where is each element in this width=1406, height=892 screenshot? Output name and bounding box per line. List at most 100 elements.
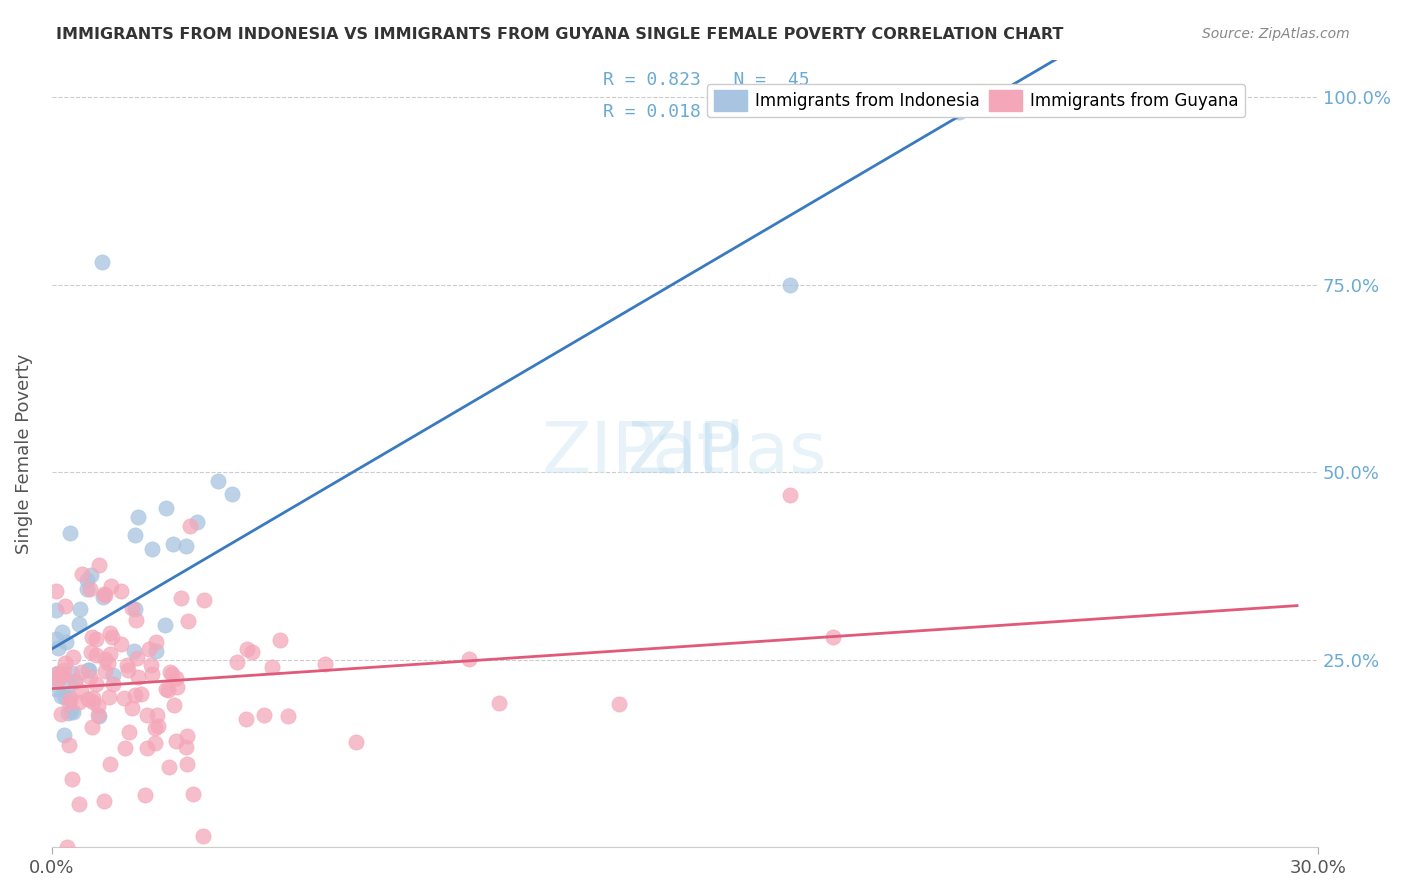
Point [127, 670, 149, 684]
Point [93, 587, 115, 601]
Point [77, 663, 100, 677]
Point [134, 788, 156, 802]
Point [58, 706, 80, 721]
Point [314, 657, 336, 671]
Point [115, 658, 138, 673]
Point [124, 688, 146, 702]
Point [165, 734, 187, 748]
Point [176, 757, 198, 772]
Point [49, 690, 72, 704]
Point [193, 592, 215, 607]
Point [45, 603, 67, 617]
Point [62, 649, 84, 664]
Point [69, 602, 91, 616]
Point [98, 626, 121, 640]
Point [59, 525, 82, 540]
Point [45, 666, 67, 681]
Point [138, 641, 160, 656]
Point [174, 740, 197, 755]
Point [186, 516, 208, 530]
Point [62, 705, 84, 719]
Point [344, 735, 367, 749]
Point [58, 697, 80, 711]
Point [779, 277, 801, 292]
Point [141, 541, 163, 556]
Point [169, 591, 191, 606]
Point [121, 600, 143, 615]
Point [67, 797, 90, 811]
Point [58, 690, 80, 705]
Point [55, 634, 77, 648]
Point [58, 677, 80, 691]
Point [779, 488, 801, 502]
Point [193, 829, 215, 843]
Point [141, 667, 163, 681]
Point [51, 668, 73, 682]
Point [67, 617, 90, 632]
Point [124, 528, 146, 542]
Point [77, 663, 100, 677]
Point [69, 665, 91, 679]
Point [84, 632, 107, 647]
Point [59, 691, 82, 706]
Legend: Immigrants from Indonesia, Immigrants from Guyana: Immigrants from Indonesia, Immigrants fr… [707, 84, 1246, 118]
Point [97, 656, 120, 670]
Point [143, 721, 166, 735]
Point [155, 501, 177, 516]
Point [221, 487, 243, 501]
Point [488, 697, 510, 711]
Point [84, 648, 107, 662]
Point [45, 671, 67, 685]
Point [45, 632, 67, 647]
Point [176, 729, 198, 743]
Point [112, 691, 135, 706]
Point [94, 665, 117, 679]
Point [82, 691, 104, 706]
Point [162, 536, 184, 550]
Point [948, 105, 970, 120]
Point [45, 682, 67, 697]
Point [55, 840, 77, 855]
Point [46, 673, 69, 687]
Point [135, 708, 157, 723]
Point [225, 655, 247, 669]
Point [70, 683, 93, 698]
Point [76, 573, 98, 587]
Point [821, 630, 844, 644]
Point [157, 760, 180, 774]
Point [51, 625, 73, 640]
Point [159, 665, 181, 679]
Point [125, 651, 148, 665]
Text: ZIP: ZIP [627, 419, 742, 488]
Point [162, 698, 184, 712]
Text: Source: ZipAtlas.com: Source: ZipAtlas.com [1202, 27, 1350, 41]
Point [60, 772, 83, 786]
Point [136, 740, 159, 755]
Point [91, 591, 114, 605]
Point [174, 539, 197, 553]
Point [80, 645, 103, 659]
Point [269, 632, 291, 647]
Point [80, 630, 103, 644]
Point [125, 613, 148, 627]
Point [52, 664, 75, 678]
Point [146, 708, 169, 723]
Point [110, 584, 132, 599]
Point [457, 652, 479, 666]
Point [122, 643, 145, 657]
Text: IMMIGRANTS FROM INDONESIA VS IMMIGRANTS FROM GUYANA SINGLE FEMALE POVERTY CORREL: IMMIGRANTS FROM INDONESIA VS IMMIGRANTS … [56, 27, 1063, 42]
Point [63, 673, 86, 688]
Text: ZIPatlas: ZIPatlas [543, 419, 828, 488]
Point [46, 641, 69, 656]
Point [155, 681, 177, 696]
Point [235, 712, 257, 726]
Point [60, 705, 83, 719]
Point [79, 582, 101, 597]
Point [87, 708, 110, 723]
Point [156, 682, 179, 697]
Point [101, 676, 124, 690]
Point [179, 519, 201, 533]
Point [58, 738, 80, 752]
Point [49, 706, 72, 721]
Point [607, 697, 630, 711]
